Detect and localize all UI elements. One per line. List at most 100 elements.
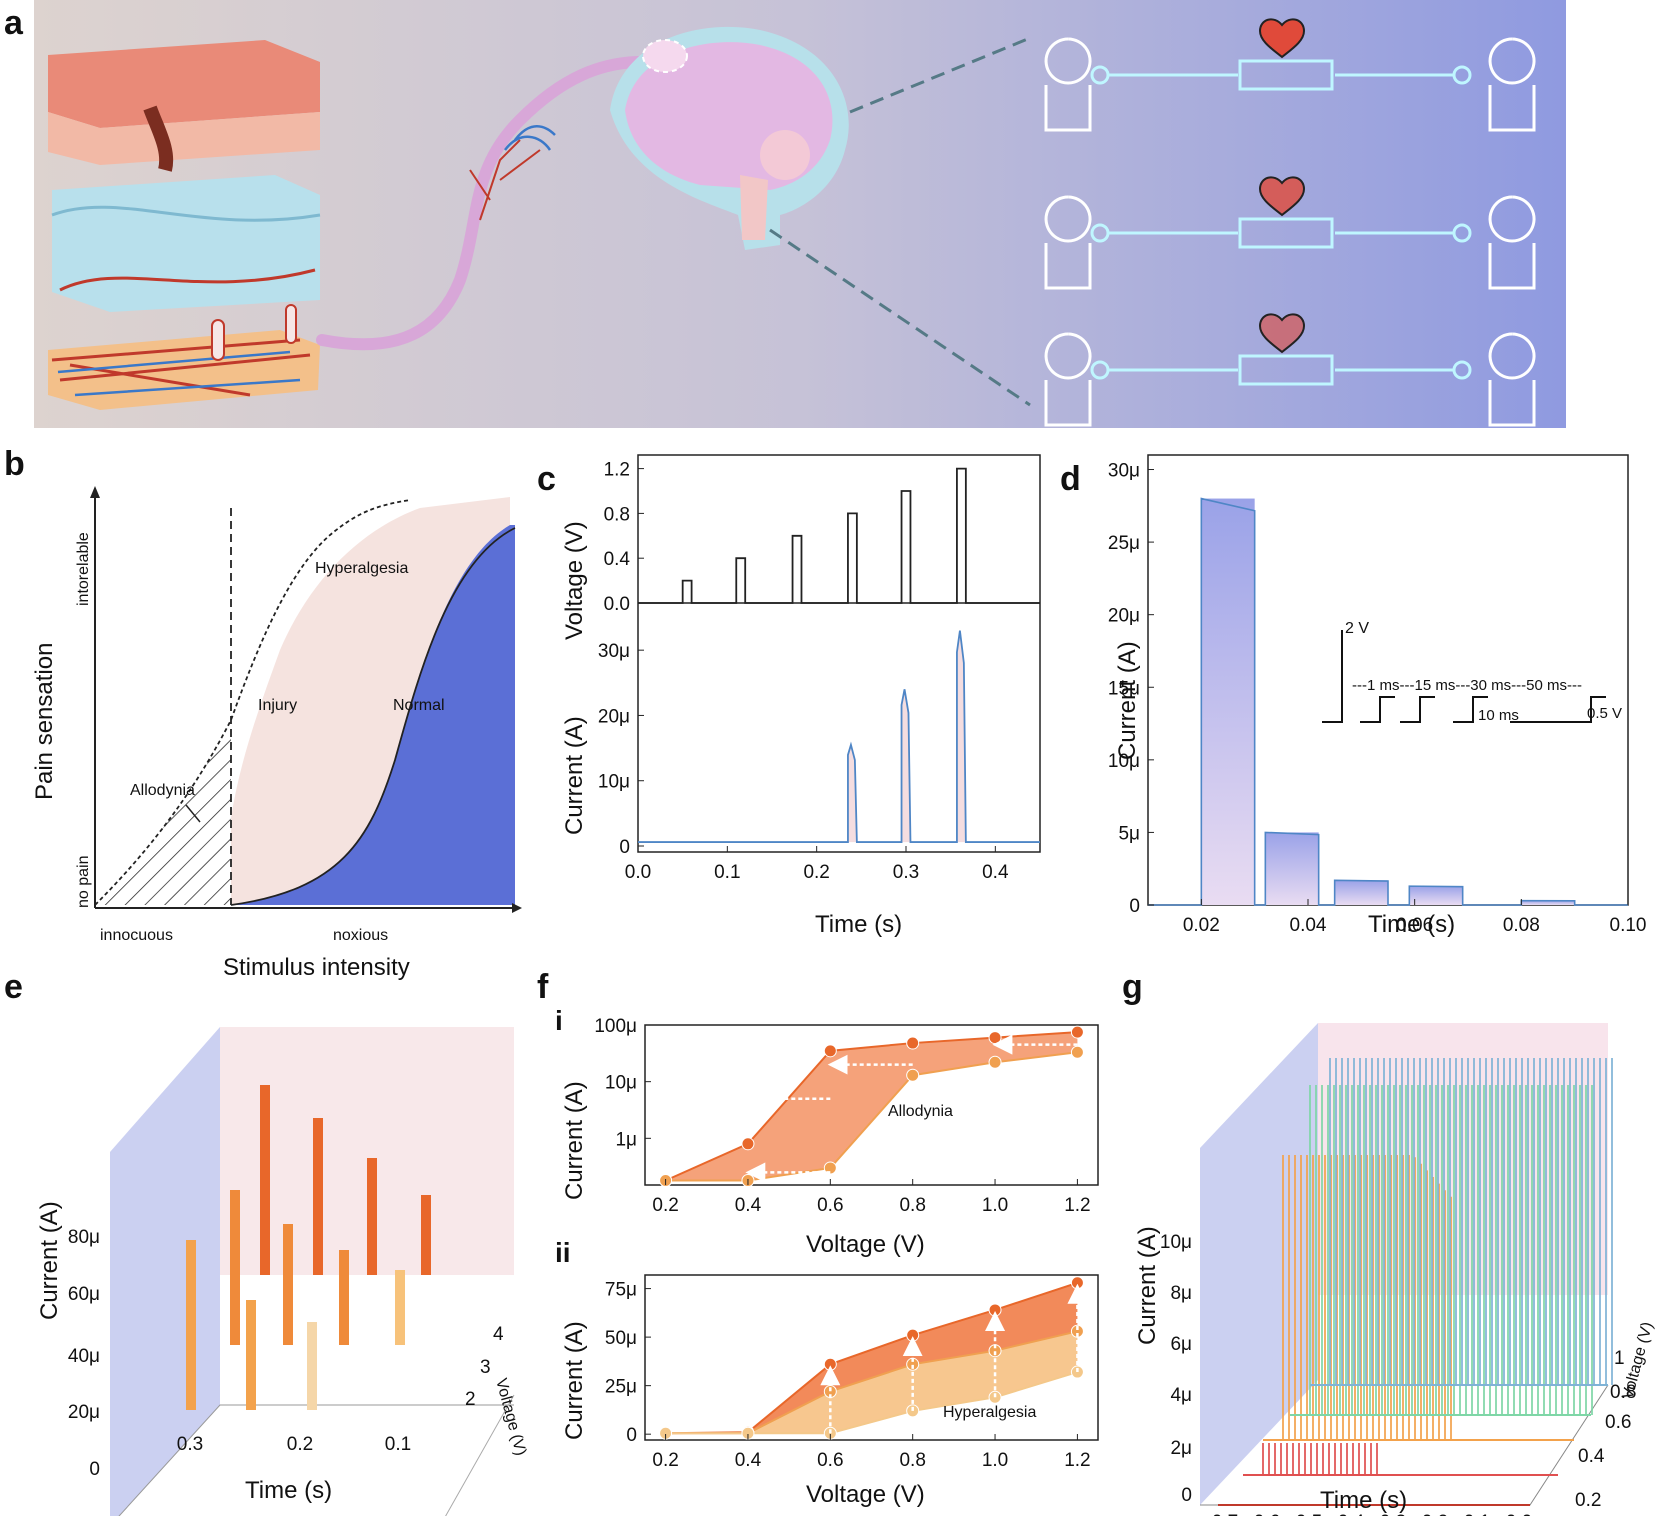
f-band-fill	[665, 1282, 1078, 1434]
e-floor-edge	[118, 1404, 514, 1516]
g-x-tick-label: 0.3	[1380, 1512, 1406, 1516]
g-y-tick-label: 4μ	[1170, 1385, 1192, 1406]
g-z-tick-label: 0.8	[1610, 1382, 1636, 1403]
f-frame	[644, 1274, 1099, 1441]
e-bar	[313, 1118, 323, 1275]
e-ticks: 0 20μ 40μ 60μ 80μ 0.3 0.2 0.1 234	[68, 1227, 504, 1480]
g-z-axis-title: Voltage (V)	[1619, 1320, 1656, 1401]
f-x-tick-label: 1.2	[1064, 1195, 1090, 1216]
inset-intervals-label: ---1 ms---15 ms---30 ms---50 ms---	[1352, 677, 1582, 694]
f-y-tick-label: 75μ	[605, 1280, 637, 1301]
f-x-tick-label: 0.8	[899, 1450, 925, 1471]
e-z-tick-label: 4	[493, 1324, 504, 1345]
region-label-injury: Injury	[258, 697, 297, 714]
fii-y-axis-title: Current (A)	[561, 1321, 588, 1440]
g-y-axis-title: Current (A)	[1134, 1226, 1161, 1345]
e-bar	[283, 1224, 293, 1345]
f-x-tick-label: 0.8	[899, 1195, 925, 1216]
f-x-tick-label: 0.4	[735, 1195, 762, 1216]
panel-b: b Hyperalgesia Injury Normal Allodynia i…	[4, 445, 522, 981]
panel-f-ii-plot: 0.2 0.4 0.6 0.8 1.0 1.2 0 25μ 50μ 75μ	[605, 1274, 1099, 1471]
d-segment-fill	[1265, 832, 1319, 905]
f-x-tick-label: 0.2	[652, 1195, 678, 1216]
e-z-tick-label: 2	[465, 1389, 476, 1410]
e-bar	[186, 1240, 196, 1410]
e-x-tick-label: 0.1	[385, 1434, 411, 1455]
e-y-tick-label: 60μ	[68, 1284, 100, 1305]
f-x-tick-label: 0.2	[652, 1450, 678, 1471]
e-y-axis-title: Current (A)	[36, 1201, 63, 1320]
panel-c: c 0.0 0.1 0.2 0.3 0.40.00.40.81.2010μ20μ30μ …	[537, 454, 1041, 938]
d-x-tick-label: 0.02	[1183, 915, 1220, 936]
f-series-line	[665, 1051, 1078, 1182]
panel-label-g: g	[1122, 968, 1143, 1006]
current-trace	[638, 630, 1040, 843]
region-label-allodynia: Allodynia	[130, 782, 195, 799]
y-tick-intorelable: intorelable	[75, 532, 92, 606]
region-label-normal: Normal	[393, 697, 445, 714]
d-segment-fill	[1334, 880, 1388, 905]
f-data-point	[741, 1137, 755, 1151]
g-x-axis-title: Time (s)	[1320, 1487, 1407, 1514]
g-y-tick-label: 2μ	[1170, 1438, 1192, 1459]
f-data-point	[906, 1068, 920, 1082]
inset-low-label: 0.5 V	[1587, 705, 1622, 722]
panel-label-fi: i	[555, 1005, 563, 1036]
c-top-y-tick-label: 0.0	[604, 594, 630, 615]
x-axis-title: Stimulus intensity	[223, 954, 410, 981]
e-y-tick-label: 20μ	[68, 1402, 100, 1423]
g-x-tick-label: 0.7	[1212, 1512, 1238, 1516]
f-data-point	[906, 1328, 920, 1342]
d-y-tick-label: 30μ	[1108, 461, 1140, 482]
c-top-y-tick-label: 0.8	[604, 504, 630, 525]
d-x-axis-title: Time (s)	[1368, 911, 1455, 938]
x-tick-innocuous: innocuous	[100, 927, 173, 944]
c-top-y-tick-label: 0.4	[604, 549, 631, 570]
y-axis-arrow	[90, 486, 100, 498]
panel-e: e 0 20μ 40μ 60μ 80μ 0.3 0.2 0.1 234 Time (s) Cur…	[4, 968, 529, 1516]
g-traces	[1218, 1058, 1613, 1506]
c-x-tick-label: 0.3	[893, 862, 919, 883]
panel-label-b: b	[4, 445, 25, 483]
f-frame	[644, 1024, 1099, 1186]
panel-d-plot: 0.02 0.04 0.06 0.08 0.10 0 5μ 10μ 15μ 20μ 25μ 30μ	[1108, 454, 1647, 936]
zoom-line-bottom	[769, 228, 1031, 407]
device-icon	[1238, 217, 1334, 249]
e-bar	[421, 1195, 431, 1275]
y-tick-no-pain: no pain	[75, 856, 92, 909]
c-frame	[637, 454, 1041, 853]
e-bars	[186, 1085, 431, 1410]
g-z-tick-label: 0.2	[1575, 1490, 1601, 1511]
fi-x-axis-title: Voltage (V)	[806, 1231, 925, 1258]
e-back-wall	[220, 1027, 514, 1275]
face-icon	[1488, 332, 1536, 427]
f-data-point	[823, 1357, 837, 1371]
inset-amp-label: 2 V	[1345, 620, 1369, 637]
panel-label-c: c	[537, 460, 556, 498]
face-icon	[1488, 195, 1536, 290]
c-bottom-y-tick-label: 20μ	[598, 706, 630, 727]
g-z-tick-label: 1	[1614, 1348, 1625, 1369]
c-bottom-y-title: Current (A)	[561, 716, 588, 835]
f-series-line	[665, 1371, 1078, 1435]
panel-label-d: d	[1060, 460, 1081, 498]
d-x-tick-label: 0.10	[1610, 915, 1647, 936]
normal-region	[231, 525, 515, 905]
e-bar	[230, 1190, 240, 1345]
heart-icon	[1258, 18, 1306, 59]
fi-annotation: Allodynia	[888, 1103, 953, 1120]
f-x-tick-label: 1.2	[1064, 1450, 1090, 1471]
e-bar	[246, 1300, 256, 1410]
g-x-tick-label: 0.1	[1464, 1512, 1490, 1516]
g-ticks: 0 2μ 4μ 6μ 8μ 10μ 0.7 0.6 0.5 0.4 0.3 0.2 0.1 0.0 0.2 0…	[1160, 1232, 1637, 1516]
e-bar	[307, 1322, 317, 1410]
panel-label-a: a	[4, 4, 24, 42]
device-icon	[1238, 354, 1334, 386]
x-tick-noxious: noxious	[333, 927, 388, 944]
c-x-axis-title: Time (s)	[815, 911, 902, 938]
f-band-fill	[665, 1331, 1078, 1434]
inset-width-label: 10 ms	[1478, 707, 1519, 724]
f-data-point	[1070, 1025, 1084, 1039]
g-y-tick-label: 0	[1181, 1485, 1192, 1506]
